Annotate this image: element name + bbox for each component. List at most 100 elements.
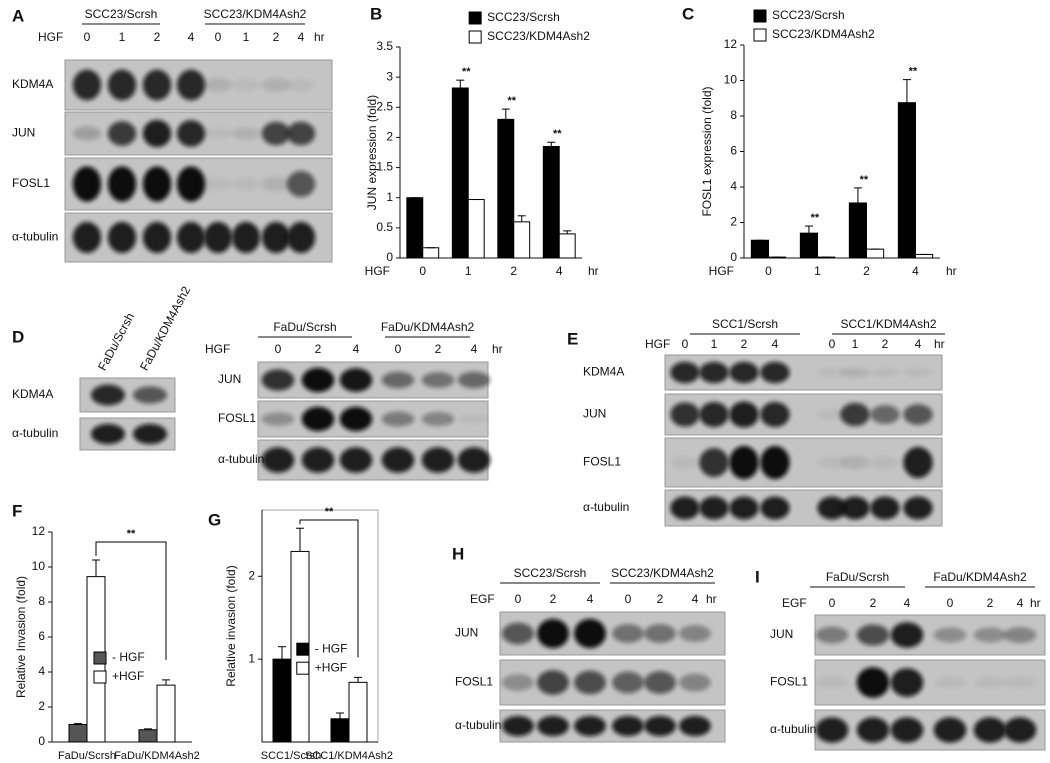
x-unit: hr: [946, 264, 957, 278]
lane-label: 4: [904, 596, 911, 610]
x-tick-label: SCC1/Scrsh: [261, 750, 322, 762]
lane-label: 1: [119, 30, 126, 44]
band: [670, 496, 700, 520]
band: [679, 673, 711, 692]
bar: [156, 684, 176, 743]
band: [203, 177, 233, 191]
lane-label: 0: [84, 30, 91, 44]
lane-label: 0: [515, 592, 522, 606]
band: [973, 627, 1007, 643]
band: [574, 618, 606, 649]
row-label: KDM4A: [583, 365, 624, 379]
y-tick-label: 10: [724, 73, 738, 87]
band: [973, 676, 1007, 689]
band: [840, 496, 870, 520]
y-tick-label: 10: [32, 559, 46, 573]
band: [261, 176, 291, 192]
error-bar: [804, 225, 813, 234]
y-axis-label: Relative invasion (fold): [224, 565, 238, 686]
band: [840, 455, 870, 470]
lane-label: 2: [154, 30, 161, 44]
lane-label: 0: [682, 337, 689, 351]
legend-swatch: [296, 642, 310, 656]
band: [142, 166, 172, 202]
y-tick-label: 4: [38, 664, 45, 678]
significance-label: **: [462, 66, 471, 78]
band: [933, 717, 967, 743]
band: [142, 119, 172, 148]
band: [537, 618, 569, 649]
y-tick-label: 2: [38, 699, 45, 713]
x-tick-label: 1: [814, 264, 821, 278]
y-tick-label: 1: [248, 651, 255, 665]
band: [72, 221, 102, 254]
band: [261, 221, 291, 254]
band: [903, 404, 933, 425]
row-label: KDM4A: [12, 77, 53, 91]
bar: [406, 197, 424, 259]
lane-label: 0: [275, 342, 282, 356]
x-tick-label: 4: [556, 264, 563, 278]
band: [261, 121, 291, 146]
band: [817, 456, 847, 469]
band: [301, 406, 335, 432]
legend-label: +HGF: [112, 669, 144, 683]
bar: [542, 145, 560, 259]
band: [856, 667, 890, 698]
y-tick-label: 2: [248, 568, 255, 582]
band: [729, 401, 759, 428]
error-bar: [456, 79, 465, 88]
lane-label: 2: [987, 596, 994, 610]
significance-label: **: [553, 128, 562, 140]
bar: [422, 247, 440, 259]
group-label: SCC1/KDM4Ash2: [840, 317, 936, 331]
significance-bracket: [95, 541, 167, 660]
legend-label: SCC23/KDM4Ash2: [772, 27, 875, 41]
lane-label: 0: [215, 30, 222, 44]
band: [176, 69, 206, 101]
band: [870, 405, 900, 424]
band: [231, 127, 261, 140]
band: [815, 626, 849, 644]
error-bar: [563, 230, 572, 234]
unit-label: hr: [492, 342, 503, 356]
lane-label: 4: [298, 30, 305, 44]
unit-label: hr: [1030, 596, 1041, 610]
y-axis-label: FOSL1 expression (fold): [700, 86, 714, 216]
error-bar: [336, 712, 344, 719]
lane-label: 4: [692, 592, 699, 606]
band: [91, 423, 125, 445]
band: [933, 676, 967, 689]
band: [231, 78, 261, 92]
x-prefix: HGF: [365, 264, 390, 278]
band: [339, 406, 373, 432]
band: [107, 69, 137, 101]
unit-label: hr: [706, 592, 717, 606]
band: [856, 624, 890, 646]
error-bar: [547, 141, 556, 147]
y-axis-label: JUN expression (fold): [365, 95, 379, 210]
lane-label: 0: [829, 596, 836, 610]
x-tick-label: SCC1/KDM4Ash2: [305, 750, 393, 762]
band: [72, 69, 102, 101]
bar: [897, 102, 916, 259]
group-label: FaDu/KDM4Ash2: [933, 570, 1027, 584]
significance-bracket: [299, 519, 359, 658]
y-tick-label: 1: [386, 190, 393, 204]
x-prefix: HGF: [709, 264, 734, 278]
y-tick-label: 6: [38, 629, 45, 643]
band: [856, 717, 890, 743]
legend-label: +HGF: [315, 660, 347, 674]
y-tick-label: 3: [386, 69, 393, 83]
band: [815, 676, 849, 689]
bar: [915, 253, 934, 259]
band: [142, 221, 172, 254]
bar: [451, 87, 469, 259]
band: [699, 401, 729, 428]
lane-label: 2: [882, 337, 889, 351]
y-tick-label: 0.5: [376, 220, 393, 234]
lane-label: 0: [395, 342, 402, 356]
band: [699, 496, 729, 520]
band: [870, 367, 900, 378]
band: [679, 625, 711, 642]
